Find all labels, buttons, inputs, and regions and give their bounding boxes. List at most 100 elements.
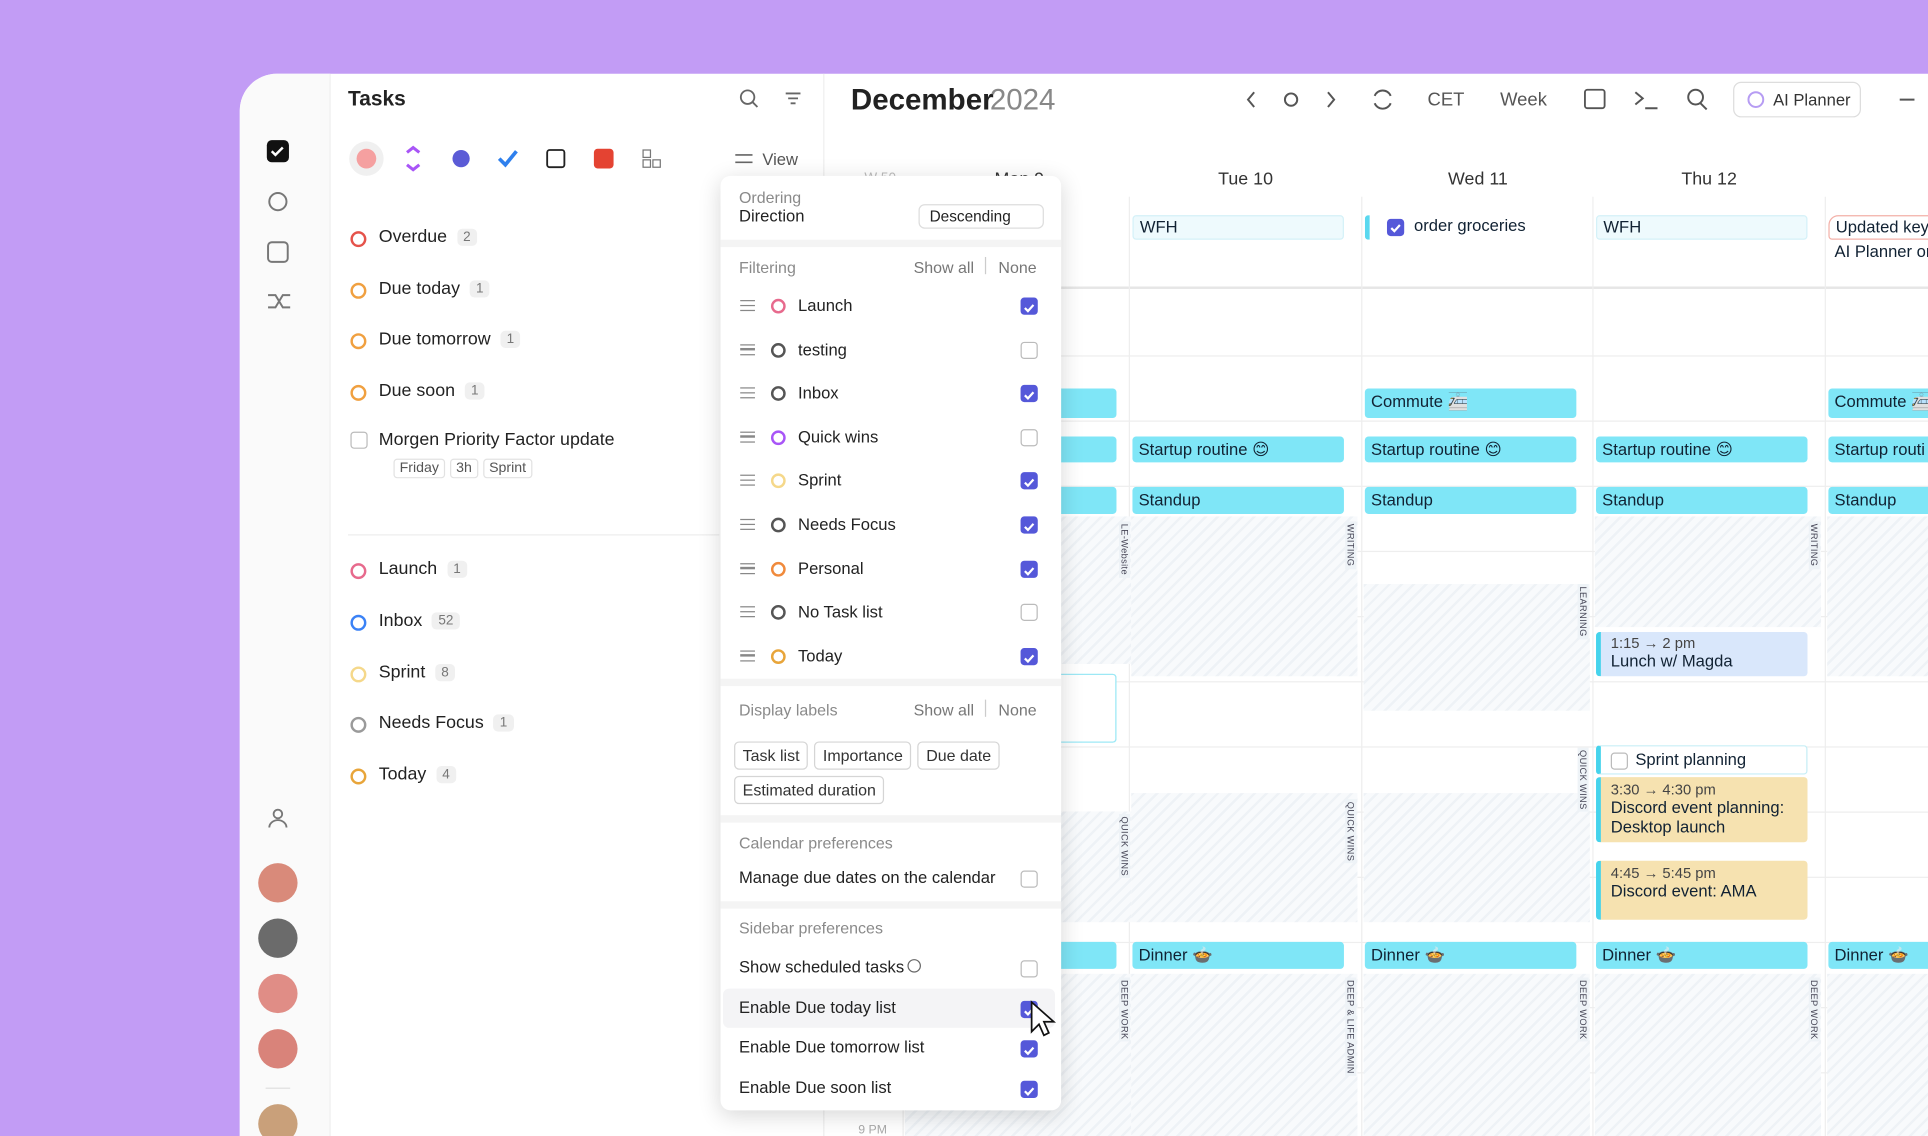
- team-icon[interactable]: [272, 808, 284, 820]
- command-icon[interactable]: [1634, 91, 1658, 110]
- checkbox[interactable]: [1020, 870, 1038, 888]
- nav-icon[interactable]: [268, 192, 288, 212]
- event[interactable]: Sprint planning: [1596, 745, 1808, 775]
- refresh-icon[interactable]: [1373, 89, 1392, 110]
- nav-icon[interactable]: [267, 241, 289, 263]
- label-tag[interactable]: Estimated duration: [734, 775, 885, 805]
- filter-icon[interactable]: [751, 92, 801, 108]
- event[interactable]: AI Planner on: [1828, 240, 1928, 266]
- event[interactable]: Dinner 🍲: [1364, 941, 1577, 969]
- event[interactable]: Dinner 🍲: [1828, 941, 1928, 969]
- list-row[interactable]: Due tomorrow 1: [379, 330, 521, 350]
- info-icon[interactable]: [907, 959, 921, 973]
- timezone[interactable]: CET: [1427, 89, 1465, 111]
- checkbox[interactable]: [350, 431, 368, 449]
- show-all[interactable]: Show all: [913, 258, 975, 277]
- task-title[interactable]: Morgen Priority Factor update: [378, 430, 615, 451]
- label-tag[interactable]: Task list: [734, 741, 809, 770]
- icon[interactable]: [1699, 98, 1915, 111]
- drag-handle[interactable]: [740, 475, 755, 487]
- source-icon[interactable]: [356, 148, 377, 169]
- ai-planner-label[interactable]: AI Planner: [1773, 90, 1851, 110]
- drag-handle[interactable]: [740, 343, 755, 355]
- event[interactable]: Standup: [1596, 486, 1808, 514]
- view-button[interactable]: View: [762, 150, 799, 169]
- event[interactable]: Startup routine 😊: [1132, 436, 1344, 463]
- view-switch[interactable]: Week: [1500, 89, 1547, 111]
- event[interactable]: Startup routine 😊: [1596, 436, 1808, 463]
- checkbox[interactable]: [1386, 218, 1405, 237]
- drag-handle[interactable]: [740, 300, 755, 312]
- event[interactable]: Commute 🚈: [1364, 388, 1577, 419]
- show-all[interactable]: Show all: [913, 700, 975, 720]
- today-button[interactable]: [1283, 92, 1299, 107]
- drag-handle[interactable]: [740, 431, 755, 443]
- checkbox[interactable]: [1020, 472, 1038, 490]
- dropdown[interactable]: Descending: [918, 204, 1044, 229]
- search-icon[interactable]: [1687, 88, 1704, 106]
- checkbox[interactable]: [1020, 1080, 1038, 1099]
- event[interactable]: WFH: [1132, 215, 1344, 240]
- event[interactable]: Standup: [1132, 486, 1344, 514]
- list-row[interactable]: Needs Focus 1: [379, 714, 514, 733]
- list-row[interactable]: Sprint 8: [379, 662, 455, 682]
- source-icon[interactable]: [497, 150, 518, 168]
- list-row[interactable]: Overdue 2: [379, 227, 477, 247]
- event[interactable]: WFH: [1596, 215, 1808, 240]
- drag-handle[interactable]: [740, 562, 755, 574]
- checkbox[interactable]: [1020, 297, 1038, 315]
- source-icon[interactable]: [593, 148, 614, 169]
- checkbox[interactable]: [1020, 1040, 1038, 1058]
- source-icon[interactable]: [546, 149, 566, 169]
- nav-icon[interactable]: [268, 294, 291, 309]
- ai-planner-button[interactable]: [1733, 81, 1861, 118]
- event[interactable]: Standup: [1364, 486, 1577, 514]
- view-icon[interactable]: [735, 154, 753, 164]
- event[interactable]: Updated key: [1828, 215, 1928, 240]
- search-icon[interactable]: [739, 89, 756, 105]
- none[interactable]: None: [998, 700, 1037, 720]
- nav-arrows[interactable]: [1246, 91, 1336, 108]
- checkbox[interactable]: [1020, 341, 1038, 359]
- drag-handle[interactable]: [740, 606, 755, 618]
- drag-handle[interactable]: [740, 518, 755, 530]
- source-icon[interactable]: [452, 150, 470, 168]
- checkbox[interactable]: [1020, 647, 1038, 665]
- list-row[interactable]: Inbox 52: [379, 611, 460, 631]
- event[interactable]: Commute 🚈: [1828, 388, 1928, 419]
- calendar-icon[interactable]: [1584, 88, 1606, 110]
- checkbox[interactable]: [1020, 560, 1038, 578]
- list-row[interactable]: Due today 1: [379, 279, 490, 298]
- checkbox[interactable]: [1020, 603, 1038, 622]
- label-tag[interactable]: Importance: [814, 741, 912, 770]
- event[interactable]: Standup: [1828, 486, 1928, 514]
- drag-handle[interactable]: [740, 387, 755, 399]
- event[interactable]: 1:15 → 2 pm Lunch w/ Magda: [1596, 632, 1808, 677]
- none[interactable]: None: [998, 258, 1037, 277]
- avatar[interactable]: [258, 863, 298, 903]
- source-icon[interactable]: [642, 149, 652, 159]
- drag-handle[interactable]: [740, 650, 755, 662]
- label-tag[interactable]: Due date: [917, 741, 1000, 770]
- avatar[interactable]: [258, 973, 298, 1014]
- event[interactable]: order groceries: [1364, 215, 1577, 240]
- avatar[interactable]: [258, 1029, 298, 1069]
- checkbox[interactable]: [1020, 960, 1038, 978]
- checkbox[interactable]: [1020, 516, 1038, 534]
- checkbox[interactable]: [1020, 428, 1038, 447]
- checkbox[interactable]: [1020, 385, 1038, 403]
- event-title: Startup routine 😊: [1370, 440, 1502, 459]
- event[interactable]: 3:30 → 4:30 pm Discord event planning: De…: [1596, 777, 1808, 843]
- list-row[interactable]: Due soon 1: [379, 381, 485, 401]
- event[interactable]: Dinner 🍲: [1132, 941, 1344, 969]
- event[interactable]: 4:45 → 5:45 pm Discord event: AMA: [1596, 860, 1808, 920]
- list-row[interactable]: Launch 1: [379, 559, 467, 579]
- event[interactable]: Dinner 🍲: [1596, 941, 1808, 969]
- source-icon[interactable]: [406, 145, 421, 172]
- list-row[interactable]: Today 4: [379, 765, 456, 785]
- event[interactable]: Startup routine 😊: [1364, 436, 1577, 463]
- checkbox[interactable]: [1610, 752, 1628, 770]
- event[interactable]: Startup routi: [1828, 436, 1928, 463]
- avatar[interactable]: [258, 1104, 298, 1136]
- avatar[interactable]: [258, 918, 298, 958]
